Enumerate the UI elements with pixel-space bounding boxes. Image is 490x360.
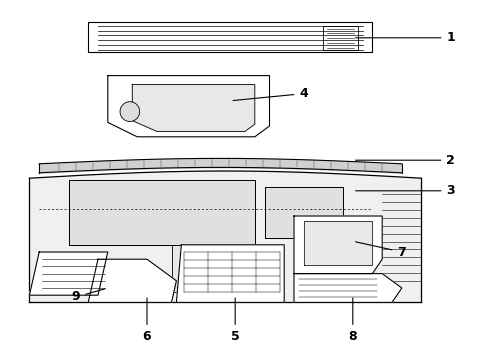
Text: 7: 7 — [356, 242, 406, 258]
Polygon shape — [108, 76, 270, 137]
Polygon shape — [294, 274, 402, 302]
Text: 6: 6 — [143, 298, 151, 343]
Text: 8: 8 — [348, 298, 357, 343]
Text: 1: 1 — [356, 31, 455, 44]
Bar — [88, 22, 372, 52]
Polygon shape — [304, 221, 372, 265]
Polygon shape — [69, 180, 255, 245]
Text: 4: 4 — [233, 87, 308, 100]
Polygon shape — [294, 216, 382, 274]
Ellipse shape — [120, 102, 140, 122]
Polygon shape — [176, 245, 284, 302]
Polygon shape — [265, 187, 343, 238]
Polygon shape — [29, 252, 108, 295]
Polygon shape — [88, 259, 176, 302]
Text: 9: 9 — [72, 289, 105, 303]
Text: 2: 2 — [356, 154, 455, 167]
Text: 3: 3 — [356, 184, 455, 197]
Bar — [323, 26, 358, 50]
Polygon shape — [132, 85, 255, 131]
Polygon shape — [172, 245, 270, 292]
Text: 5: 5 — [231, 298, 240, 343]
